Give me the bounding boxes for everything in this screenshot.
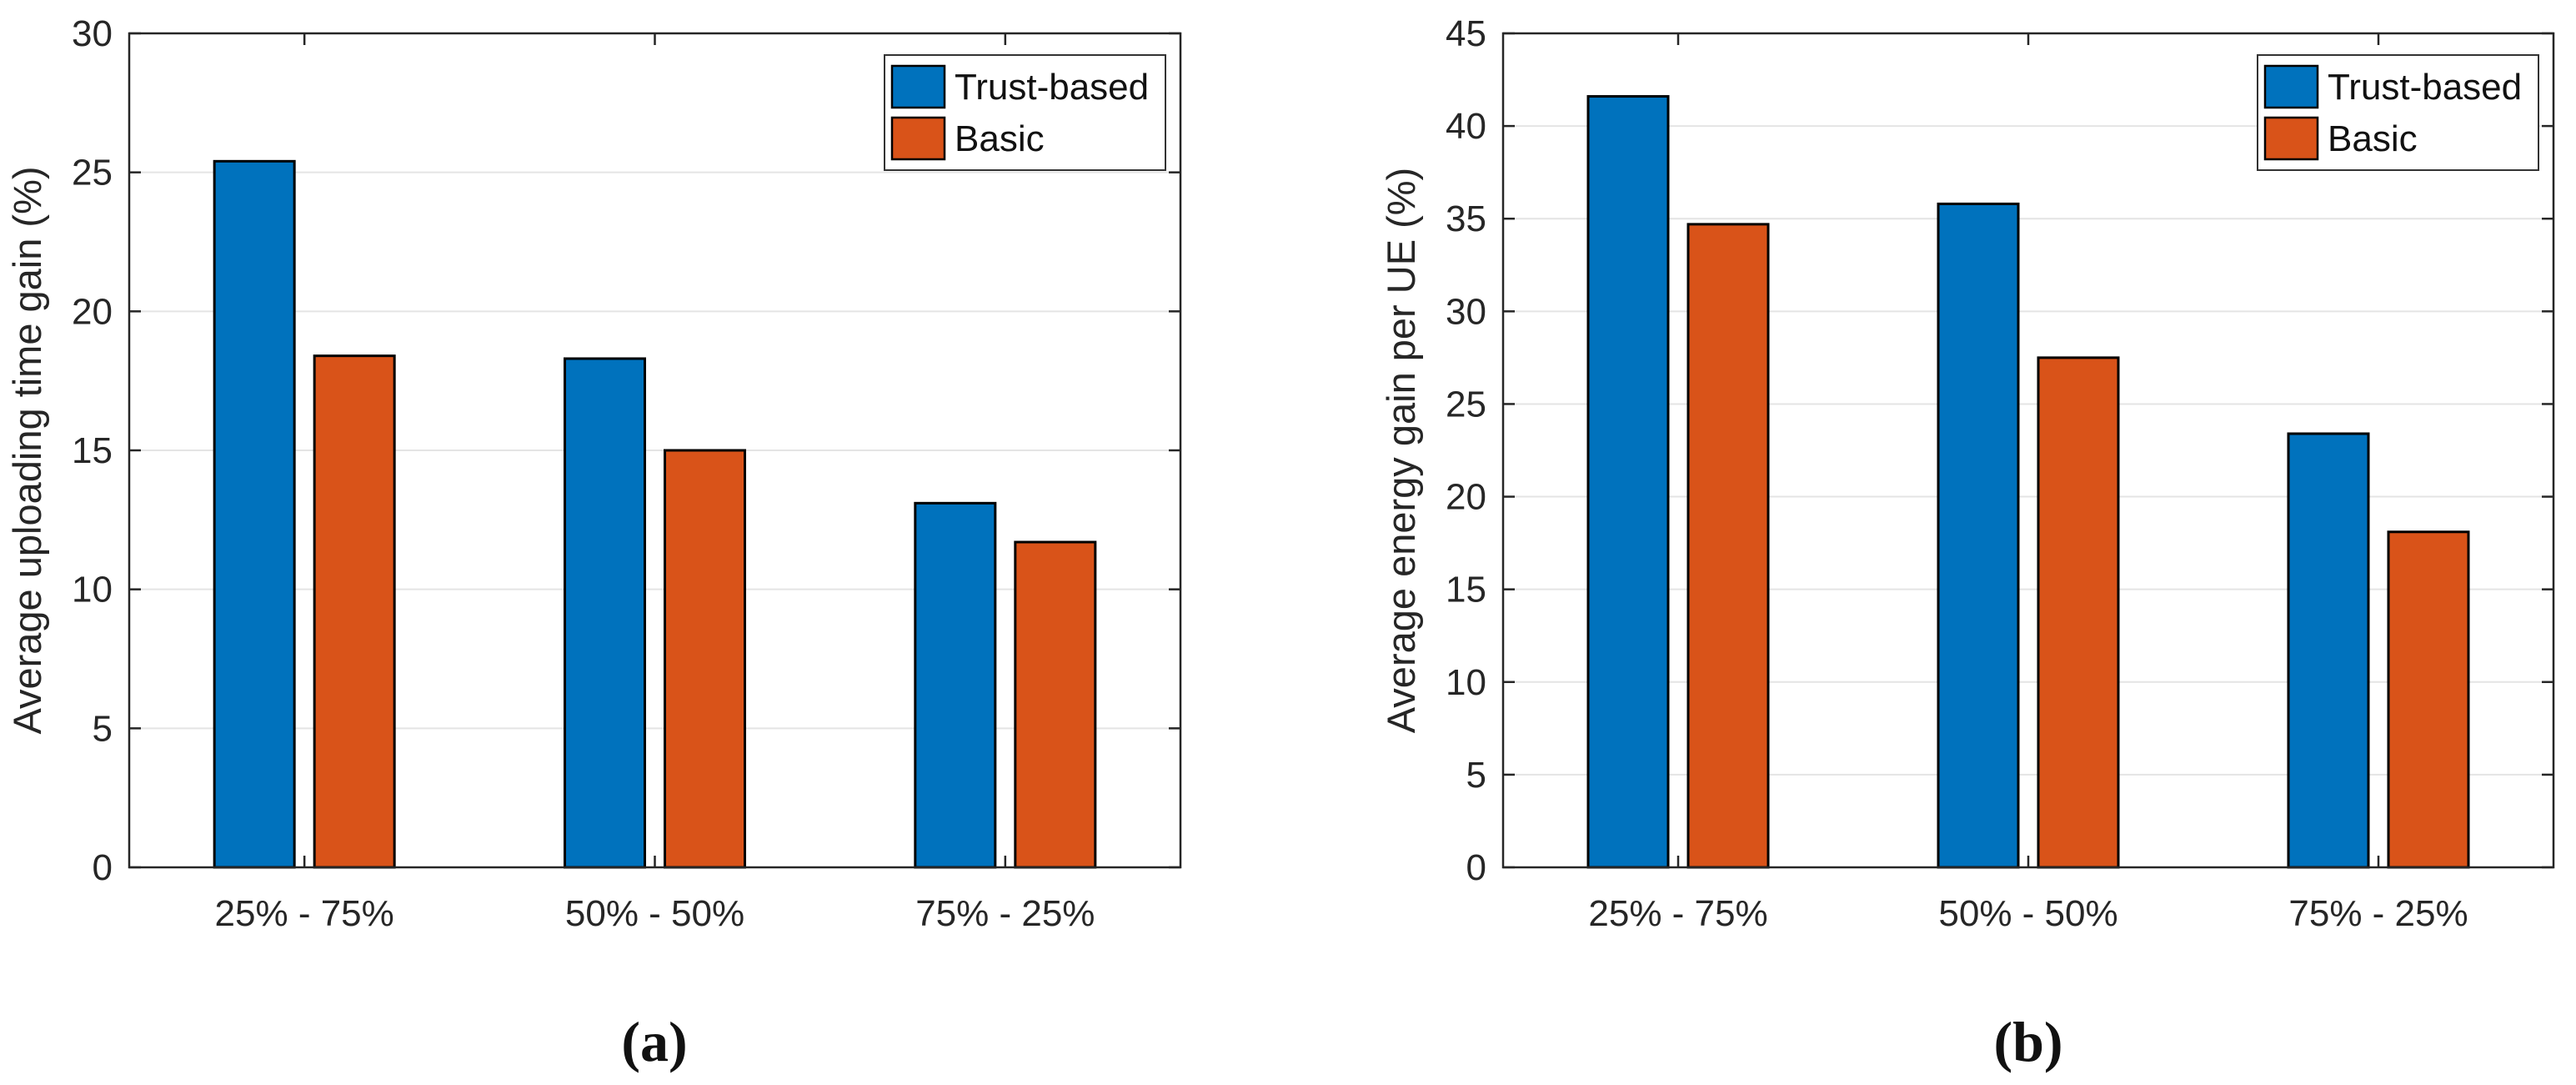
bar-basic-group1 xyxy=(1686,223,1770,869)
bar-basic-group3 xyxy=(2387,530,2470,869)
y-axis-label: Average uploading time gain (%) xyxy=(5,166,49,734)
bar-basic-group1 xyxy=(313,354,396,869)
bar-trust-based-group3 xyxy=(2287,432,2370,869)
legend-swatch-trust-based xyxy=(2263,64,2319,109)
legend-swatch-basic xyxy=(890,116,946,161)
y-tick-label: 5 xyxy=(1466,755,1486,796)
x-category-label: 75% - 25% xyxy=(2288,893,2468,934)
legend-swatch-trust-based xyxy=(890,64,946,109)
legend-label-basic: Basic xyxy=(2328,118,2418,159)
bar-trust-based-group2 xyxy=(564,357,646,869)
caption-a: (a) xyxy=(621,1010,687,1073)
bar-trust-based-group1 xyxy=(1586,95,1670,869)
legend-label-basic: Basic xyxy=(955,118,1045,159)
bar-chart-b: (b) 0 5 10 15 20 25 30 35 40 45 25% - 75% 50% - 50%… xyxy=(1379,13,2555,1073)
x-category-label: 50% - 50% xyxy=(565,893,744,934)
y-tick-label: 30 xyxy=(1446,291,1486,332)
y-tick-label: 10 xyxy=(1446,662,1486,703)
y-tick-label: 25 xyxy=(1446,384,1486,424)
y-axis-label: Average energy gain per UE (%) xyxy=(1379,168,1423,733)
legend-label-trust-based: Trust-based xyxy=(955,67,1149,108)
bar-basic-group2 xyxy=(664,449,746,869)
y-tick-label: 15 xyxy=(1446,570,1486,610)
legend-label-trust-based: Trust-based xyxy=(2328,67,2522,108)
legend-swatch-basic xyxy=(2263,116,2319,161)
bar-basic-group3 xyxy=(1014,540,1097,869)
bar-basic-group2 xyxy=(2037,356,2120,869)
x-category-label: 75% - 25% xyxy=(915,893,1095,934)
y-tick-label: 10 xyxy=(72,570,113,610)
x-category-label: 50% - 50% xyxy=(1938,893,2117,934)
y-tick-label: 25 xyxy=(72,153,113,193)
y-tick-label: 5 xyxy=(93,708,113,749)
y-tick-label: 40 xyxy=(1446,106,1486,147)
y-tick-label: 20 xyxy=(72,291,113,332)
chart-panel-a: (a) 0 5 10 15 20 25 30 25% - 75% 50% - 50% 75% - … xyxy=(5,13,1182,1073)
y-tick-label: 15 xyxy=(72,430,113,471)
chart-panel-b: (b) 0 5 10 15 20 25 30 35 40 45 25% - 75% 50% - 50%… xyxy=(1288,0,2576,1085)
y-tick-label: 30 xyxy=(72,13,113,54)
y-tick-label: 35 xyxy=(1446,198,1486,239)
bar-trust-based-group3 xyxy=(914,501,997,869)
bar-chart-a: (a) 0 5 10 15 20 25 30 25% - 75% 50% - 50% 75% - … xyxy=(5,13,1182,1073)
y-tick-label: 0 xyxy=(1466,847,1486,888)
bar-trust-based-group1 xyxy=(213,159,296,869)
bar-trust-based-group2 xyxy=(1937,202,2020,869)
y-tick-label: 45 xyxy=(1446,13,1486,54)
x-category-label: 25% - 75% xyxy=(1588,893,1767,934)
x-category-label: 25% - 75% xyxy=(215,893,394,934)
caption-b: (b) xyxy=(1993,1010,2062,1073)
y-tick-label: 0 xyxy=(93,847,113,888)
y-tick-label: 20 xyxy=(1446,477,1486,518)
